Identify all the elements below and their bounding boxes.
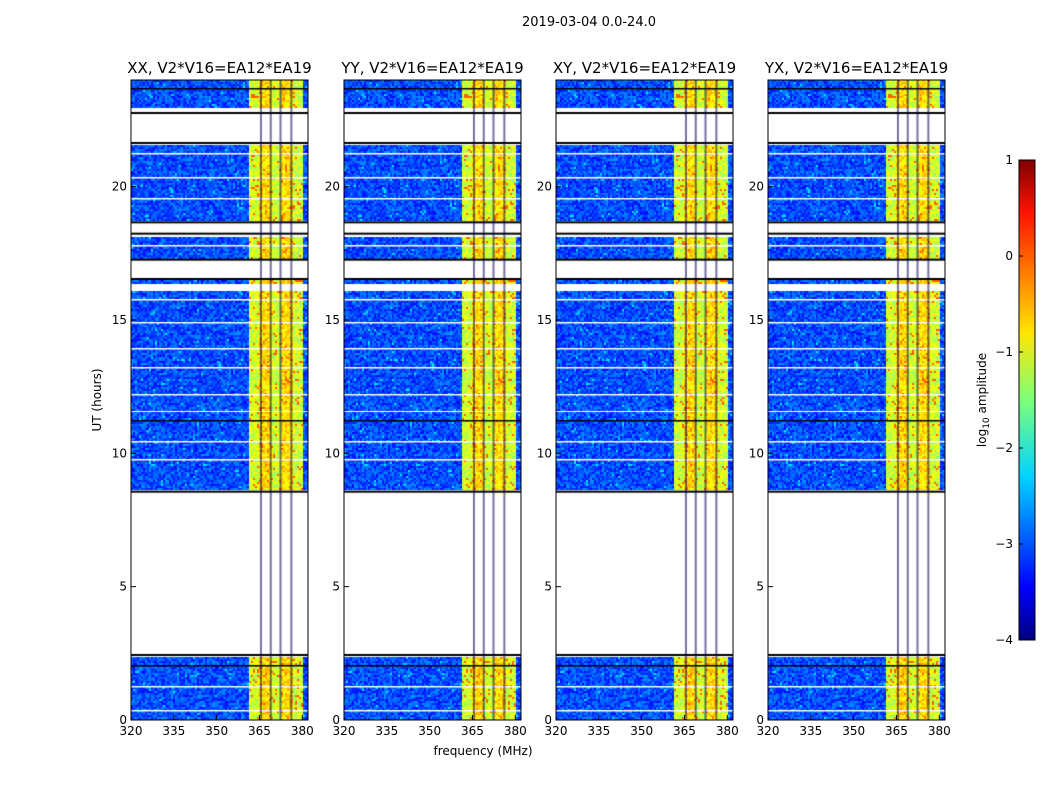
figure-title: 2019-03-04 0.0-24.0: [522, 15, 656, 30]
heatmap-image: [131, 80, 308, 720]
plot-frame: [130, 79, 309, 721]
y-tick-label: 10: [112, 446, 127, 460]
plot-frame: [343, 79, 522, 721]
panel-1: YY, V2*V16=EA12*EA19 320 335 350 365 380 0 5 10 1…: [325, 59, 527, 738]
y-tick-label: 0: [756, 713, 764, 727]
colorbar: log10 amplitude −4 −3 −2 −1 0 1: [975, 153, 1036, 647]
y-tick-label: 10: [325, 446, 340, 460]
panel-title: XY, V2*V16=EA12*EA19: [553, 59, 736, 77]
panel-2: XY, V2*V16=EA12*EA19 320 335 350 365 380 0 5 10 1…: [537, 59, 739, 738]
y-tick-label: 15: [325, 313, 340, 327]
panel-title: YX, V2*V16=EA12*EA19: [764, 59, 948, 77]
colorbar-tick-label: −2: [995, 441, 1013, 455]
x-tick-label: 335: [799, 724, 822, 738]
x-tick-label: 350: [842, 724, 865, 738]
plot-frame: [767, 79, 946, 721]
x-tick-label: 380: [928, 724, 951, 738]
plot-frame: [555, 79, 734, 721]
heatmap-image: [768, 80, 945, 720]
y-tick-label: 10: [749, 446, 764, 460]
panel-title: YY, V2*V16=EA12*EA19: [340, 59, 523, 77]
colorbar-label-sub: 10: [982, 417, 992, 429]
colorbar-tick-label: −4: [995, 633, 1013, 647]
y-tick-label: 20: [325, 180, 340, 194]
y-tick-label: 15: [537, 313, 552, 327]
y-tick-label: 10: [537, 446, 552, 460]
x-tick-label: 365: [461, 724, 484, 738]
x-tick-label: 320: [545, 724, 568, 738]
x-tick-label: 380: [716, 724, 739, 738]
x-tick-label: 335: [162, 724, 185, 738]
x-tick-label: 350: [630, 724, 653, 738]
colorbar-gradient: [1018, 159, 1036, 641]
x-tick-label: 350: [205, 724, 228, 738]
y-tick-label: 0: [119, 713, 127, 727]
colorbar-label: log10 amplitude: [975, 353, 992, 447]
colorbar-label-suffix: amplitude: [975, 353, 989, 417]
y-tick-label: 0: [332, 713, 340, 727]
x-tick-label: 380: [504, 724, 527, 738]
y-tick-label: 5: [756, 580, 764, 594]
y-axis-label: UT (hours): [90, 368, 104, 431]
colorbar-tick-label: −1: [995, 345, 1013, 359]
x-tick-label: 365: [673, 724, 696, 738]
y-tick-label: 15: [112, 313, 127, 327]
y-tick-label: 0: [544, 713, 552, 727]
y-tick-label: 5: [544, 580, 552, 594]
x-tick-label: 350: [418, 724, 441, 738]
colorbar-tick-label: 1: [1005, 153, 1013, 167]
y-tick-label: 5: [332, 580, 340, 594]
x-tick-label: 365: [248, 724, 271, 738]
x-tick-label: 320: [120, 724, 143, 738]
colorbar-tick-label: −3: [995, 537, 1013, 551]
panels: XX, V2*V16=EA12*EA19 320 335 350 365 380 0 5 10 1…: [112, 59, 951, 738]
colorbar-label-prefix: log: [975, 429, 989, 447]
x-tick-label: 335: [375, 724, 398, 738]
x-axis-label: frequency (MHz): [433, 744, 532, 758]
x-tick-label: 380: [291, 724, 314, 738]
heatmap-image: [344, 80, 521, 720]
y-tick-label: 5: [119, 580, 127, 594]
panel-3: YX, V2*V16=EA12*EA19 320 335 350 365 380 0 5 10 1…: [749, 59, 951, 738]
x-tick-label: 365: [885, 724, 908, 738]
colorbar-tick-label: 0: [1005, 249, 1013, 263]
panel-title: XX, V2*V16=EA12*EA19: [127, 59, 311, 77]
x-tick-label: 320: [757, 724, 780, 738]
panel-0: XX, V2*V16=EA12*EA19 320 335 350 365 380 0 5 10 1…: [112, 59, 314, 738]
x-tick-label: 335: [587, 724, 610, 738]
y-tick-label: 15: [749, 313, 764, 327]
x-tick-label: 320: [333, 724, 356, 738]
heatmap-image: [556, 80, 733, 720]
y-tick-label: 20: [112, 180, 127, 194]
y-tick-label: 20: [749, 180, 764, 194]
y-tick-label: 20: [537, 180, 552, 194]
